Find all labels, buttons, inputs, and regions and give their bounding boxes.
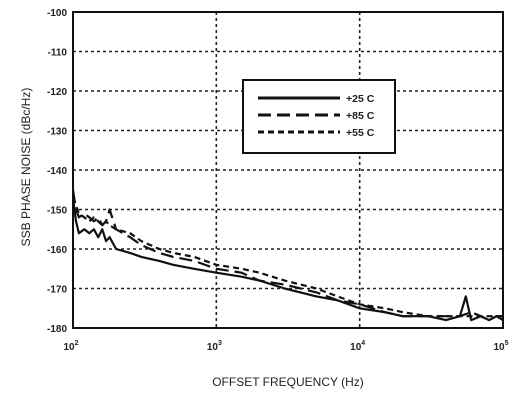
legend-label-2: +55 C — [346, 127, 375, 139]
x-tick-label: 102 — [63, 340, 78, 353]
series-line-0 — [71, 197, 504, 322]
y-axis-label: SSB PHASE NOISE (dBc/Hz) — [19, 88, 33, 247]
legend: +25 C +85 C +55 C — [242, 79, 396, 154]
x-axis-label: OFFSET FREQUENCY (Hz) — [212, 375, 364, 389]
plot-frame — [72, 11, 504, 329]
grid — [73, 12, 503, 328]
x-tick-label: 105 — [493, 340, 508, 353]
x-tick-label: 104 — [350, 340, 365, 353]
y-tick-label: -180 — [47, 324, 67, 335]
y-tick-label: -100 — [47, 8, 67, 19]
y-tick-label: -140 — [47, 166, 67, 177]
y-tick-label: -120 — [47, 87, 67, 98]
legend-label-0: +25 C — [346, 93, 375, 105]
x-tick-labels: 102 103 104 105 — [63, 340, 508, 353]
series-line-1 — [71, 189, 503, 322]
y-tick-label: -160 — [47, 245, 67, 256]
y-tick-label: -110 — [48, 48, 68, 59]
x-tick-label: 103 — [207, 340, 222, 353]
y-tick-labels: -100 -110 -120 -130 -140 -150 -160 -170 -180 — [47, 8, 67, 335]
y-tick-label: -150 — [47, 206, 67, 217]
y-tick-label: -170 — [47, 285, 67, 296]
legend-label-1: +85 C — [346, 110, 375, 122]
series-line-2 — [71, 197, 503, 318]
series-lines — [71, 189, 504, 322]
y-tick-label: -130 — [47, 127, 67, 138]
